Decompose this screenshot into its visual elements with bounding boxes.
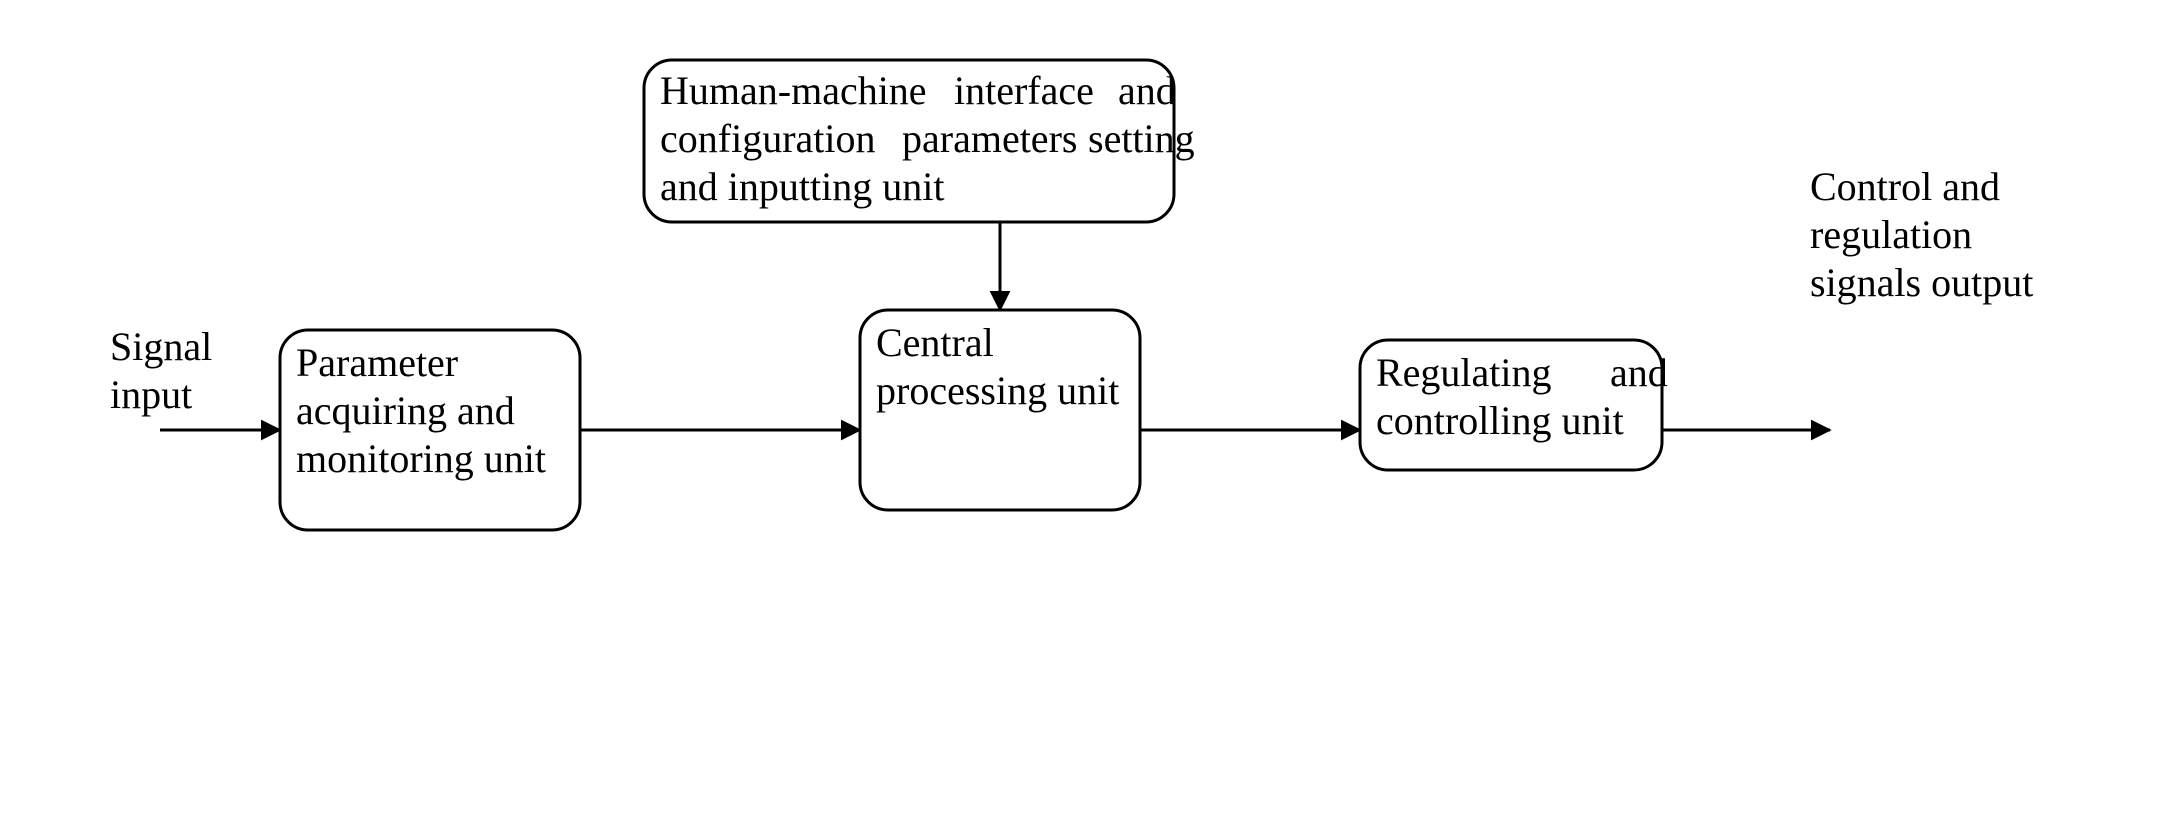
node-hmi-label-line-0: Human-machine [660, 68, 927, 113]
label-signal_input-line-1: input [110, 372, 192, 417]
label-signals_output-line-2: signals output [1810, 260, 2033, 305]
node-acquire: Parameteracquiring andmonitoring unit [280, 330, 580, 530]
node-hmi-label-line-5: setting [1088, 116, 1195, 161]
node-acquire-label-line-0: Parameter [296, 340, 458, 385]
node-hmi-label-line-2: and [1118, 68, 1176, 113]
label-signals_output-line-1: regulation [1810, 212, 1972, 257]
label-signals_output: Control andregulationsignals output [1810, 164, 2033, 305]
node-regulate: Regulating andcontrolling unit [1360, 340, 1668, 470]
label-signals_output-line-0: Control and [1810, 164, 2000, 209]
label-signal_input: Signalinput [110, 324, 212, 417]
node-regulate-label-line-1: and [1610, 350, 1668, 395]
node-hmi: Human-machine interface and configuration pa… [644, 60, 1195, 222]
node-hmi-label-line-1: interface [954, 68, 1094, 113]
node-regulate-label-line-0: Regulating [1376, 350, 1552, 395]
node-cpu: Centralprocessing unit [860, 310, 1140, 510]
label-signal_input-line-0: Signal [110, 324, 212, 369]
node-hmi-label-line-3: configuration [660, 116, 876, 161]
node-regulate-label-line-2: controlling unit [1376, 398, 1624, 443]
node-acquire-label-line-2: monitoring unit [296, 436, 546, 481]
node-cpu-label-line-1: processing unit [876, 368, 1119, 413]
node-acquire-label-line-1: acquiring and [296, 388, 515, 433]
node-hmi-label-line-6: and inputting unit [660, 164, 944, 209]
node-hmi-label-line-4: parameters [902, 116, 1077, 161]
node-cpu-label-line-0: Central [876, 320, 994, 365]
